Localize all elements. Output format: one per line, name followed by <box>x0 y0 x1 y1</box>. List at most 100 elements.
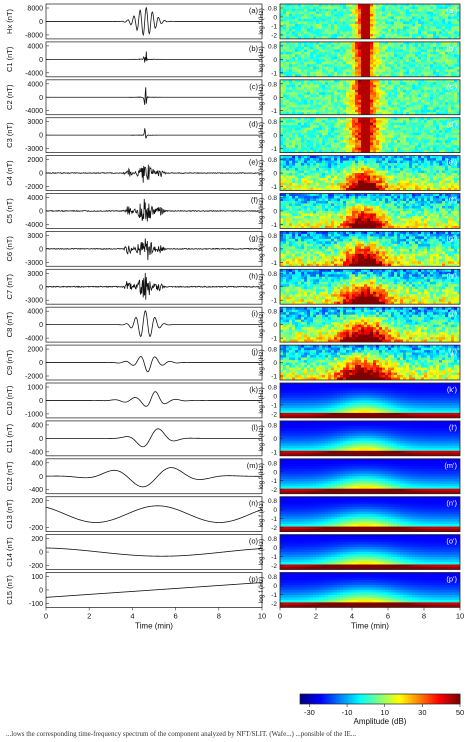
spectrogram-cell <box>280 89 284 93</box>
spectrogram-cell <box>451 203 455 207</box>
spectrogram-cell <box>328 185 332 189</box>
spectrogram-cell <box>334 117 338 121</box>
spectrogram-cell <box>304 137 308 141</box>
spectrogram-cell <box>289 213 293 217</box>
spectrogram-cell <box>295 102 299 106</box>
spectrogram-cell <box>406 13 410 17</box>
spectrogram-cell <box>316 74 320 77</box>
spectrogram-cell <box>415 18 419 22</box>
spectrogram-cell <box>343 8 347 12</box>
spectrogram-cell <box>430 87 434 91</box>
spectrogram-cell <box>346 140 350 144</box>
spectrogram-cell <box>307 185 311 189</box>
spectrogram-cell <box>355 59 359 63</box>
spectrogram-cell <box>397 36 401 39</box>
spectrogram-cell <box>301 41 305 45</box>
spectrogram-cell <box>319 213 323 217</box>
spectrogram-cell <box>385 94 389 98</box>
spectrogram-cell <box>376 102 380 106</box>
spectrogram-cell <box>352 61 356 65</box>
spectrogram-cell <box>286 193 290 197</box>
spectrogram-cell <box>370 165 374 169</box>
spectrogram-cell <box>382 54 386 58</box>
spectrogram-cell <box>367 18 371 22</box>
spectrogram-cell <box>301 140 305 144</box>
spectrogram-cell <box>283 120 287 124</box>
spectrogram-cell <box>346 122 350 126</box>
spectrogram-cell <box>445 74 449 77</box>
spectrogram-cell <box>355 170 359 174</box>
spectrogram-cell <box>310 36 314 39</box>
spectrogram-cell <box>301 132 305 136</box>
spectrogram-cell <box>376 117 380 121</box>
spectrogram-cell <box>385 112 389 115</box>
spectrogram-cell <box>367 142 371 146</box>
spectrogram-cell <box>304 198 308 202</box>
spectrogram-cell <box>361 208 365 212</box>
spectrogram-cell <box>340 87 344 91</box>
spectrogram-cell <box>370 74 374 77</box>
spectrogram-cell <box>322 145 326 149</box>
spectrogram-cell <box>451 137 455 141</box>
spectrogram-cell <box>379 41 383 45</box>
spectrogram-cell <box>433 104 437 108</box>
spectrogram-cell <box>370 66 374 70</box>
spectrogram-cell <box>454 51 458 55</box>
spectrogram-cell <box>298 120 302 124</box>
spectrogram-cell <box>424 33 428 37</box>
spectrogram-cell <box>304 11 308 15</box>
spectrogram-cell <box>301 165 305 169</box>
spectrogram-cell <box>286 127 290 131</box>
spectrogram-cell <box>331 160 335 164</box>
y-tick-label: 0.8 <box>268 119 277 126</box>
spectrogram-cell <box>457 44 460 48</box>
spectrogram-cell <box>430 127 434 131</box>
spectrogram-cell <box>403 102 407 106</box>
spectrogram-cell <box>283 213 287 217</box>
spectrogram-image <box>280 4 460 39</box>
spectrogram-cell <box>304 168 308 171</box>
spectrogram-cell <box>436 120 440 124</box>
spectrogram-cell <box>418 44 422 48</box>
spectrogram-cell <box>283 61 287 65</box>
spectrogram-cell <box>298 59 302 63</box>
spectrogram-cell <box>358 130 362 134</box>
spectrogram-cell <box>457 51 460 55</box>
spectrogram-cell <box>433 94 437 98</box>
spectrogram-cell <box>433 11 437 15</box>
spectrogram-cell <box>286 188 290 191</box>
spectrogram-cell <box>334 11 338 15</box>
spectrogram-cell <box>370 183 374 186</box>
spectrogram-cell <box>280 200 284 204</box>
spectrogram-cell <box>370 92 374 96</box>
spectrogram-cell <box>283 51 287 55</box>
spectrogram-cell <box>283 56 287 60</box>
spectrogram-cell <box>457 46 460 50</box>
spectrogram-cell <box>373 46 377 50</box>
spectrogram-cell <box>367 56 371 60</box>
spectrogram-cell <box>448 66 452 70</box>
spectrogram-cell <box>418 185 422 189</box>
spectrogram-cell <box>379 112 383 115</box>
spectrogram-cell <box>355 163 359 166</box>
panel-letter: (e') <box>446 158 457 167</box>
spectrogram-cell <box>334 165 338 169</box>
spectrogram-cell <box>373 36 377 39</box>
spectrogram-cell <box>409 117 413 121</box>
spectrogram-cell <box>349 8 353 12</box>
spectrogram-cell <box>442 18 446 22</box>
spectrogram-cell <box>334 66 338 70</box>
spectrogram-cell <box>412 44 416 48</box>
spectrogram-cell <box>352 92 356 96</box>
spectrogram-cell <box>391 178 395 181</box>
spectrogram-cell <box>358 23 362 27</box>
spectrogram-cell <box>295 13 299 17</box>
spectrogram-cell <box>418 49 422 53</box>
spectrogram-cell <box>391 198 395 202</box>
spectrogram-cell <box>313 127 317 131</box>
spectrogram-cell <box>361 13 365 17</box>
spectrogram-cell <box>457 13 460 17</box>
spectrogram-cell <box>307 213 311 217</box>
spectrogram-cell <box>376 51 380 55</box>
spectrogram-cell <box>364 130 368 134</box>
